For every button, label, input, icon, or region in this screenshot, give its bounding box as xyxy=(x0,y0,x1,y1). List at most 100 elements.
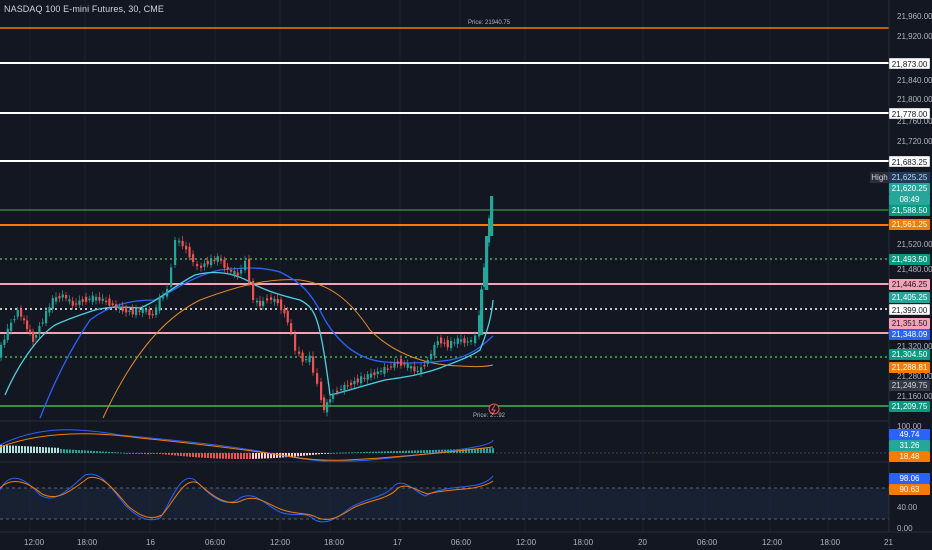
price-axis-label: 21,920.00 xyxy=(897,32,932,41)
macd-bar xyxy=(138,453,140,454)
candle-body xyxy=(220,259,223,261)
macd-bar xyxy=(483,448,485,453)
candle-body xyxy=(10,322,13,331)
macd-bar xyxy=(396,451,398,453)
price-tag-21561: 21,561.25 xyxy=(889,219,930,230)
signal-line xyxy=(0,433,494,461)
candle-body xyxy=(386,368,389,370)
macd-bar xyxy=(120,452,122,454)
macd-bar xyxy=(360,452,362,453)
candle-body xyxy=(51,298,54,310)
macd-bar xyxy=(87,450,89,453)
macd-bar xyxy=(189,453,191,457)
macd-bar xyxy=(372,451,374,453)
macd-bar xyxy=(30,446,32,453)
candle-body xyxy=(446,340,449,348)
candle-body xyxy=(343,384,346,391)
macd-bar xyxy=(3,445,5,453)
macd-bar xyxy=(348,452,350,454)
macd-bar xyxy=(192,453,194,458)
candle-body xyxy=(406,363,409,368)
candle-body xyxy=(416,370,419,372)
candle-body xyxy=(433,344,436,356)
candle-body xyxy=(65,295,68,299)
candle-body xyxy=(259,300,262,307)
candle-body xyxy=(463,338,466,344)
candle-body xyxy=(108,298,111,306)
candle-body xyxy=(262,300,265,306)
macd-bar xyxy=(363,452,365,453)
macd-bar xyxy=(408,450,410,453)
price-tag-21351: 21,351.50 xyxy=(889,318,930,329)
macd-bar xyxy=(171,453,173,456)
time-axis-label: 16 xyxy=(146,538,155,547)
macd-bar xyxy=(420,450,422,453)
candle-body xyxy=(340,388,343,391)
macd-bar xyxy=(318,453,320,455)
candle-body xyxy=(480,290,484,335)
time-axis-label: 06:00 xyxy=(697,538,718,547)
macd-bar xyxy=(129,453,131,454)
candle-body xyxy=(55,297,58,302)
macd-panel xyxy=(0,420,889,462)
candle-body xyxy=(38,326,41,335)
macd-bar xyxy=(207,453,209,459)
macd-bar xyxy=(402,450,404,453)
candle-body xyxy=(440,337,443,344)
price-tag-21446: 21,446.25 xyxy=(889,279,930,290)
macd-bar xyxy=(33,446,35,453)
time-axis-label: 18:00 xyxy=(324,538,345,547)
macd-bar xyxy=(315,453,317,455)
macd-bar xyxy=(177,453,179,456)
lightning-alert-icon[interactable] xyxy=(488,403,500,415)
price-tag-21399: 21,399.00 xyxy=(889,304,930,315)
candle-body xyxy=(121,306,124,312)
macd-bar xyxy=(399,450,401,453)
macd-bar xyxy=(486,448,488,453)
macd-bar xyxy=(273,453,275,459)
price-axis-label: 21,760.00 xyxy=(897,117,932,126)
price-axis-label: 21,480.00 xyxy=(897,265,932,274)
symbol-title[interactable]: NASDAQ 100 E-mini Futures, 30, CME xyxy=(4,4,164,14)
candle-body xyxy=(213,259,216,262)
candle-body xyxy=(413,366,416,372)
macd-bar xyxy=(480,448,482,453)
macd-bar xyxy=(465,448,467,453)
macd-bar xyxy=(375,451,377,453)
candle-body xyxy=(41,322,44,324)
candle-body xyxy=(453,342,456,344)
macd-bar xyxy=(198,453,200,458)
macd-bar xyxy=(24,446,26,453)
macd-bar xyxy=(108,451,110,453)
candle-body xyxy=(305,359,308,361)
macd-bar xyxy=(336,452,338,454)
macd-bar xyxy=(339,452,341,454)
candle-body xyxy=(26,320,29,330)
stoch-k-line xyxy=(0,473,494,523)
macd-bar xyxy=(438,449,440,453)
candle-body xyxy=(403,363,406,365)
macd-bar xyxy=(156,453,158,454)
candle-body xyxy=(353,381,356,385)
macd-bar xyxy=(39,446,41,453)
candle-body xyxy=(323,397,326,410)
macd-bar xyxy=(345,452,347,454)
candle-body xyxy=(0,344,3,358)
candle-body xyxy=(370,373,373,378)
macd-bar xyxy=(423,450,425,453)
candle-body xyxy=(105,300,108,302)
candle-body xyxy=(244,260,247,271)
macd-bar xyxy=(474,448,476,453)
stoch-tag-k: 98.06 xyxy=(889,473,930,484)
candle-body xyxy=(483,267,486,287)
price-axis-label: 21,840.00 xyxy=(897,76,932,85)
macd-bar xyxy=(276,453,278,458)
macd-bar xyxy=(159,453,161,454)
candle-body xyxy=(206,260,209,265)
candle-body xyxy=(85,296,88,302)
candle-body xyxy=(91,295,94,302)
candle-body xyxy=(423,364,426,367)
macd-bar xyxy=(126,452,128,454)
candle-body xyxy=(326,402,329,413)
